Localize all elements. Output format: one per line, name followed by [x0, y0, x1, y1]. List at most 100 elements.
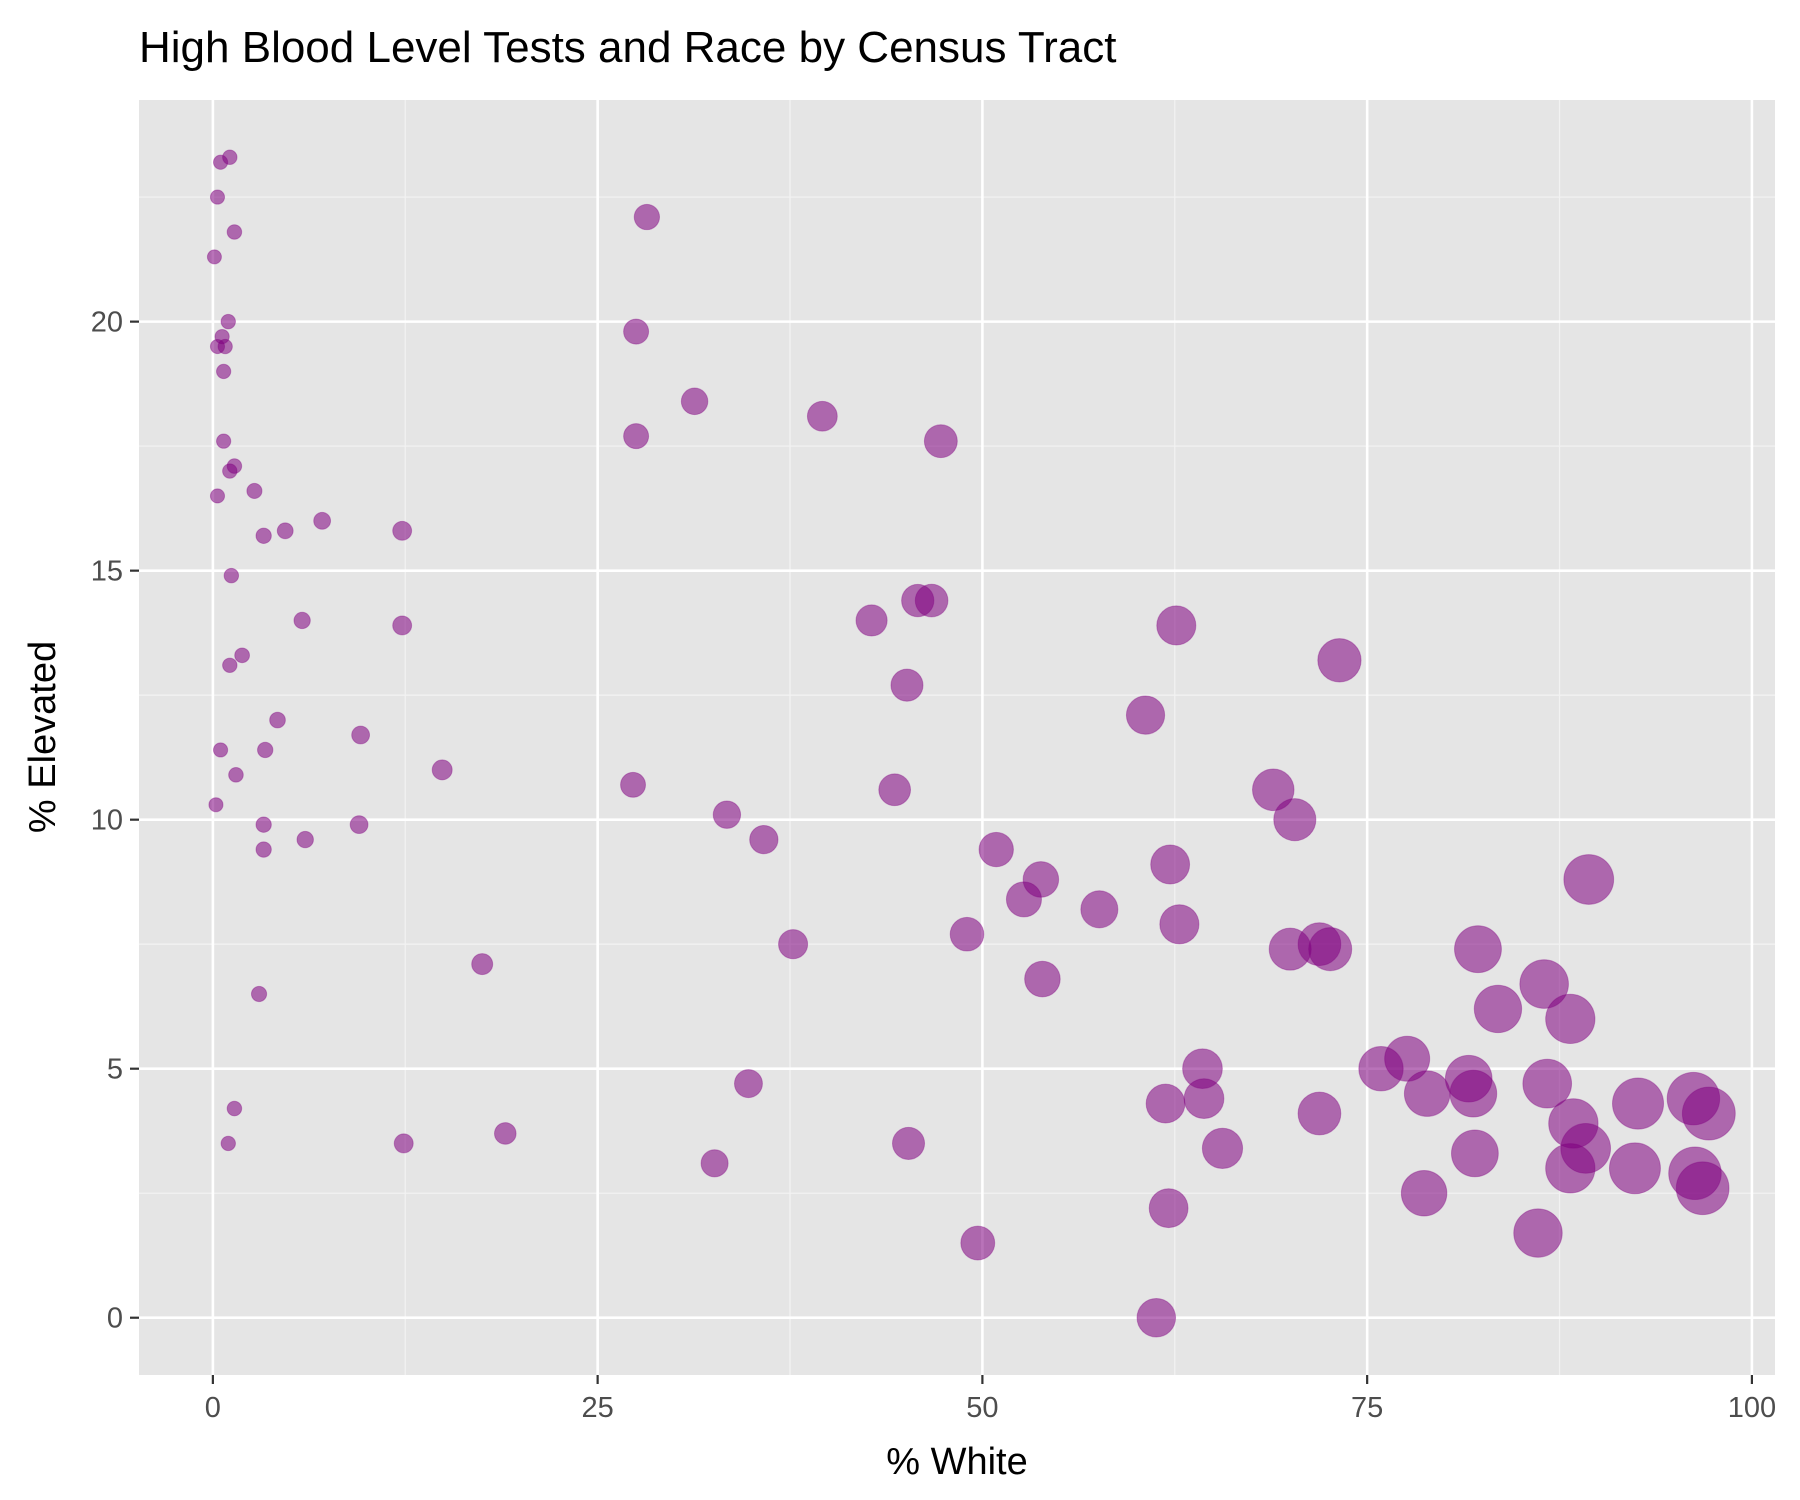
data-point — [960, 1225, 996, 1261]
data-point — [209, 488, 226, 504]
data-point — [1522, 1058, 1573, 1109]
data-point — [623, 423, 650, 450]
data-point — [216, 363, 232, 380]
data-point — [778, 929, 809, 960]
y-axis-title: % Elevated — [22, 641, 64, 833]
x-tick-label: 0 — [205, 1392, 221, 1424]
data-point — [1545, 1143, 1596, 1194]
data-point — [349, 815, 369, 835]
data-point — [949, 916, 985, 952]
data-point — [1450, 1129, 1499, 1178]
data-point — [212, 154, 229, 170]
x-tick-label: 50 — [966, 1392, 998, 1424]
data-point — [393, 1133, 414, 1154]
data-point — [734, 1069, 763, 1099]
data-point — [217, 338, 233, 355]
data-point — [1612, 1077, 1665, 1130]
data-point — [220, 1135, 236, 1152]
data-point — [1183, 1078, 1225, 1119]
x-tick-label: 100 — [1728, 1392, 1776, 1424]
data-point — [1297, 1091, 1342, 1136]
data-point — [220, 313, 236, 330]
data-point — [216, 433, 232, 449]
y-tick-label: 5 — [107, 1054, 123, 1086]
data-point — [209, 189, 226, 205]
data-point — [878, 773, 912, 807]
data-point — [222, 657, 238, 674]
data-point — [1125, 695, 1166, 735]
data-point — [1403, 1070, 1451, 1117]
data-point — [351, 725, 371, 745]
data-point — [206, 249, 222, 265]
major-gridlines — [139, 100, 1775, 1375]
data-point — [212, 742, 229, 758]
data-point — [1563, 854, 1615, 905]
x-tick-label: 25 — [582, 1392, 614, 1424]
data-point — [1251, 768, 1295, 812]
data-point — [1449, 1069, 1498, 1118]
data-point — [1675, 1161, 1730, 1216]
data-point — [1159, 904, 1200, 945]
data-point — [471, 953, 494, 976]
data-point — [923, 424, 958, 459]
data-point — [1156, 605, 1197, 646]
data-point — [1681, 1086, 1736, 1141]
data-point — [255, 816, 272, 833]
data-point — [234, 647, 250, 664]
y-axis: 0 5 10 15 20 — [91, 307, 139, 1335]
data-point — [1136, 1297, 1177, 1338]
data-point — [226, 1100, 243, 1117]
data-point — [914, 583, 949, 618]
data-point — [633, 203, 661, 231]
y-tick-label: 0 — [107, 1303, 123, 1335]
data-point — [246, 482, 263, 500]
data-point — [1148, 1188, 1189, 1229]
data-point — [1024, 960, 1061, 998]
data-point — [1145, 1083, 1186, 1124]
data-point — [255, 841, 272, 858]
data-point — [749, 824, 779, 855]
y-tick-label: 20 — [91, 307, 123, 339]
data-point — [257, 741, 274, 759]
data-point — [1519, 959, 1569, 1009]
data-point — [1273, 798, 1317, 842]
data-point — [806, 400, 838, 432]
data-point — [680, 387, 709, 416]
data-point — [226, 224, 243, 240]
data-point — [1005, 881, 1042, 918]
data-point — [255, 527, 272, 544]
data-point — [890, 668, 924, 702]
data-point — [855, 604, 888, 637]
data-point — [313, 511, 332, 530]
x-axis: 0 25 50 75 100 — [205, 1375, 1776, 1424]
data-point — [620, 771, 646, 798]
data-point — [1608, 1142, 1661, 1195]
data-point — [623, 318, 650, 345]
y-tick-label: 10 — [91, 805, 123, 837]
data-point — [1545, 993, 1596, 1045]
data-point — [431, 759, 453, 781]
data-point — [1473, 984, 1523, 1034]
data-point — [296, 830, 314, 849]
data-point — [1317, 638, 1362, 683]
data-point — [269, 711, 286, 729]
data-point — [1400, 1169, 1448, 1217]
chart-title: High Blood Level Tests and Race by Censu… — [139, 23, 1117, 72]
data-point — [1384, 1035, 1431, 1082]
y-tick-label: 15 — [91, 556, 123, 588]
data-point — [208, 797, 224, 813]
data-point — [1201, 1127, 1244, 1170]
data-point — [1513, 1208, 1563, 1258]
data-point — [276, 522, 294, 540]
data-point — [228, 767, 244, 783]
data-points — [206, 149, 1736, 1338]
plot-panel — [139, 100, 1775, 1375]
data-point — [223, 567, 240, 584]
data-point — [293, 611, 311, 630]
x-axis-title: % White — [886, 1441, 1027, 1483]
data-point — [222, 463, 238, 479]
data-point — [1454, 925, 1502, 974]
data-point — [1308, 927, 1353, 972]
data-point — [250, 985, 268, 1003]
